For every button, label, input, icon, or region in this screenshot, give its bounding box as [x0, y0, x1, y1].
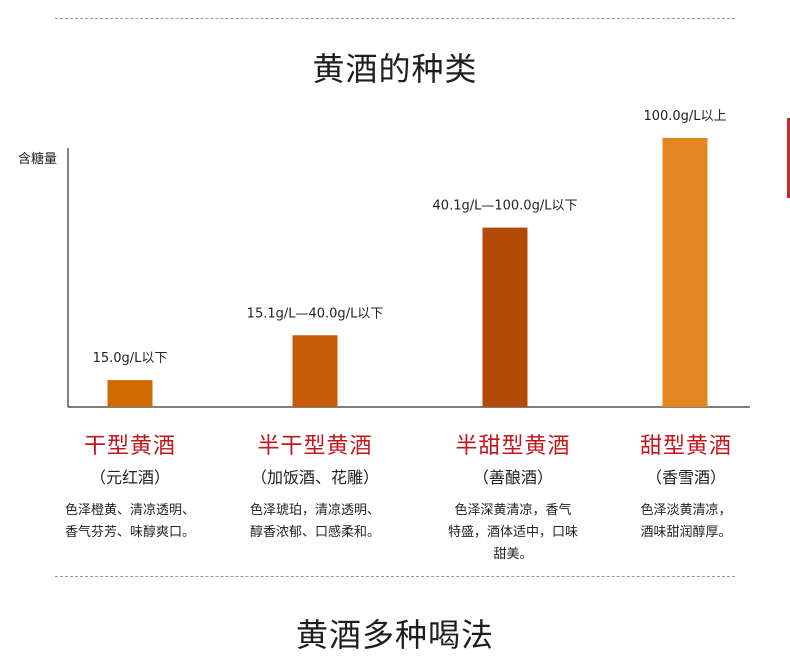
bar-value-label-4: 100.0g/L以上 [643, 109, 726, 124]
desc-line: 甜美。 [493, 547, 533, 562]
desc-line: 香气芬芳、味醇爽口。 [64, 525, 195, 540]
bar-value-label-1: 15.0g/L以下 [93, 351, 168, 366]
category-name: 半甜型黄酒 [455, 434, 571, 459]
top-divider [55, 18, 735, 19]
bar-4 [662, 137, 708, 407]
bar-value-label-3: 40.1g/L—100.0g/L以下 [433, 199, 578, 214]
bar-1 [107, 380, 153, 407]
bar-3 [482, 227, 528, 407]
desc-line: 特盛，酒体适中，口味 [447, 525, 578, 540]
desc-line: 色泽深黄清凉，香气 [454, 503, 572, 518]
category-alias: （加饭酒、花雕） [250, 468, 379, 487]
category-name: 干型黄酒 [83, 434, 176, 459]
next-section-title: 黄酒多种喝法 [295, 616, 494, 654]
category-description: 色泽深黄清凉，香气 特盛，酒体适中，口味 甜美。 [423, 500, 603, 566]
category-semi-dry: 半干型黄酒 （加饭酒、花雕） 色泽琥珀，清凉透明、 醇香浓郁、口感柔和。 [225, 428, 405, 544]
y-axis-label: 含糖量 [18, 151, 57, 167]
category-dry: 干型黄酒 （元红酒） 色泽橙黄、清凉透明、 香气芬芳、味醇爽口。 [40, 428, 220, 544]
sugar-content-chart: 含糖量 15.0g/L以下 15.1g/L—40.0g/L以下 40.1g/L—10… [18, 109, 750, 408]
category-sweet: 甜型黄酒 （香雪酒） 色泽淡黄清凉， 酒味甜润醇厚。 [596, 428, 776, 544]
category-alias: （善酿酒） [472, 468, 553, 487]
desc-line: 酒味甜润醇厚。 [640, 525, 732, 540]
desc-line: 醇香浓郁、口感柔和。 [249, 525, 380, 540]
category-semi-sweet: 半甜型黄酒 （善酿酒） 色泽深黄清凉，香气 特盛，酒体适中，口味 甜美。 [423, 428, 603, 566]
category-description: 色泽琥珀，清凉透明、 醇香浓郁、口感柔和。 [225, 500, 405, 544]
category-name: 半干型黄酒 [257, 434, 373, 459]
category-description: 色泽淡黄清凉， 酒味甜润醇厚。 [596, 500, 776, 544]
bar-2 [292, 335, 338, 407]
category-name: 甜型黄酒 [639, 434, 732, 459]
bar-value-label-2: 15.1g/L—40.0g/L以下 [247, 306, 384, 321]
section-title: 黄酒的种类 [312, 50, 478, 88]
desc-line: 色泽淡黄清凉， [640, 503, 732, 518]
bottom-divider [55, 576, 735, 577]
edge-accent-line [787, 118, 790, 198]
category-alias: （元红酒） [89, 468, 170, 487]
desc-line: 色泽橙黄、清凉透明、 [64, 503, 195, 518]
category-alias: （香雪酒） [645, 468, 726, 487]
desc-line: 色泽琥珀，清凉透明、 [249, 503, 380, 518]
category-description: 色泽橙黄、清凉透明、 香气芬芳、味醇爽口。 [40, 500, 220, 544]
